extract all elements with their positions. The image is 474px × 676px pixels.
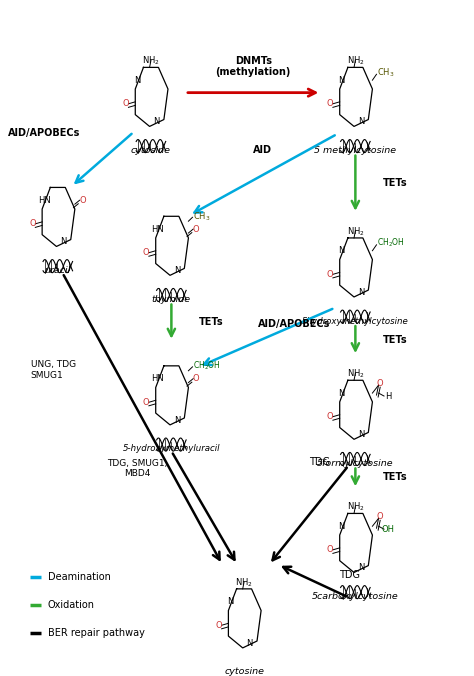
Text: N: N xyxy=(173,416,180,425)
Text: NH$_2$: NH$_2$ xyxy=(346,501,364,514)
Text: N: N xyxy=(246,639,253,648)
Text: 5carboxylcytosine: 5carboxylcytosine xyxy=(312,592,399,601)
Text: O: O xyxy=(327,99,334,108)
Text: CH$_3$: CH$_3$ xyxy=(193,210,211,222)
Text: O: O xyxy=(143,248,149,257)
Text: 5hydroxymethylcytosine: 5hydroxymethylcytosine xyxy=(302,316,409,326)
Text: N: N xyxy=(358,431,364,439)
Text: Oxidation: Oxidation xyxy=(48,600,95,610)
Text: NH$_2$: NH$_2$ xyxy=(346,368,364,381)
Text: 5-hydroxymethyluracil: 5-hydroxymethyluracil xyxy=(123,444,220,454)
Text: TETs: TETs xyxy=(383,473,407,483)
Text: cytosine: cytosine xyxy=(131,146,171,155)
Text: H: H xyxy=(385,391,391,400)
Text: CH$_2$OH: CH$_2$OH xyxy=(193,360,221,372)
Text: N: N xyxy=(60,237,66,247)
Text: N: N xyxy=(134,76,140,84)
Text: N: N xyxy=(358,563,364,573)
Text: O: O xyxy=(377,379,383,388)
Text: Deamination: Deamination xyxy=(48,572,111,582)
Text: OH: OH xyxy=(382,525,394,533)
Text: O: O xyxy=(216,621,222,630)
Text: CH$_3$: CH$_3$ xyxy=(377,66,395,78)
Text: O: O xyxy=(327,270,334,279)
Text: N: N xyxy=(338,522,345,531)
Text: NH$_2$: NH$_2$ xyxy=(346,225,364,238)
Text: N: N xyxy=(338,246,345,256)
Text: O: O xyxy=(377,512,383,521)
Text: N: N xyxy=(173,266,180,275)
Text: N: N xyxy=(153,118,160,126)
Text: O: O xyxy=(327,546,334,554)
Text: TDG, SMUG1,
MBD4: TDG, SMUG1, MBD4 xyxy=(107,459,167,478)
Text: TDG: TDG xyxy=(339,570,360,580)
Text: N: N xyxy=(227,597,234,606)
Text: TETs: TETs xyxy=(199,316,223,327)
Text: O: O xyxy=(143,397,149,407)
Text: BER repair pathway: BER repair pathway xyxy=(48,628,145,638)
Text: AID/APOBECs: AID/APOBECs xyxy=(8,128,81,138)
Text: TDG: TDG xyxy=(310,457,330,467)
Text: CH$_2$OH: CH$_2$OH xyxy=(377,237,405,249)
Text: DNMTs
(methylation): DNMTs (methylation) xyxy=(216,55,291,77)
Text: HN: HN xyxy=(151,224,164,234)
Text: N: N xyxy=(358,288,364,297)
Text: AID: AID xyxy=(253,145,272,155)
Text: NH$_2$: NH$_2$ xyxy=(142,55,160,68)
Text: thymine: thymine xyxy=(152,295,191,304)
Text: HN: HN xyxy=(151,374,164,383)
Text: uracil: uracil xyxy=(45,266,71,275)
Text: TETs: TETs xyxy=(383,178,407,188)
Text: AID/APOBECs: AID/APOBECs xyxy=(258,319,330,329)
Text: HN: HN xyxy=(38,196,51,205)
Text: O: O xyxy=(327,412,334,421)
Text: O: O xyxy=(192,224,199,234)
Text: 5 methylcytosine: 5 methylcytosine xyxy=(314,146,396,155)
Text: N: N xyxy=(338,76,345,84)
Text: NH$_2$: NH$_2$ xyxy=(346,55,364,68)
Text: 5formylcytosine: 5formylcytosine xyxy=(317,459,394,468)
Text: NH$_2$: NH$_2$ xyxy=(235,577,253,589)
Text: O: O xyxy=(29,219,36,228)
Text: TETs: TETs xyxy=(383,335,407,345)
Text: O: O xyxy=(79,196,86,205)
Text: cytosine: cytosine xyxy=(224,667,264,676)
Text: O: O xyxy=(192,374,199,383)
Text: N: N xyxy=(338,389,345,397)
Text: O: O xyxy=(122,99,129,108)
Text: N: N xyxy=(358,118,364,126)
Text: UNG, TDG
SMUG1: UNG, TDG SMUG1 xyxy=(30,360,76,380)
